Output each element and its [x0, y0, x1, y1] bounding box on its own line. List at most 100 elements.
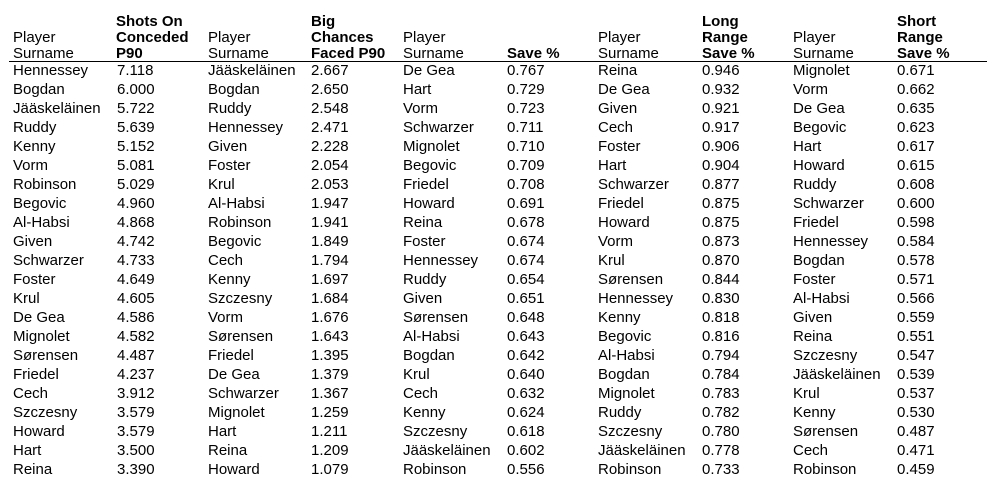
- player-surname: Schwarzer: [598, 176, 669, 193]
- stat-value: 4.733: [117, 252, 155, 269]
- stat-value: 3.912: [117, 385, 155, 402]
- table-row: Schwarzer 1.367: [208, 384, 403, 403]
- stat-value: 0.877: [702, 176, 740, 193]
- table-row: Sørensen 0.648: [403, 308, 598, 327]
- stat-value: 4.237: [117, 366, 155, 383]
- table-row: Hennessey 0.674: [403, 251, 598, 270]
- player-surname: Cech: [598, 119, 634, 136]
- table-row: Foster 2.054: [208, 156, 403, 175]
- table-row: Reina 0.551: [793, 327, 988, 346]
- player-surname: Robinson: [13, 176, 77, 193]
- player-surname: Kenny: [403, 404, 446, 421]
- stat-value: 2.228: [311, 138, 349, 155]
- column-group-short-range-save: Player Surname Short Range Save % Mignol…: [793, 0, 988, 488]
- table-row: Hennessey 0.830: [598, 289, 793, 308]
- stat-value: 4.868: [117, 214, 155, 231]
- stat-value: 2.650: [311, 81, 349, 98]
- table-row: Vorm 1.676: [208, 308, 403, 327]
- table-row: Cech 0.917: [598, 118, 793, 137]
- player-surname: Foster: [403, 233, 446, 250]
- table-row: Begovic 4.960: [13, 194, 208, 213]
- player-surname: Hart: [208, 423, 237, 440]
- player-surname: Krul: [208, 176, 235, 193]
- player-surname: Vorm: [598, 233, 634, 250]
- stat-value: 0.674: [507, 252, 545, 269]
- player-surname: Begovic: [598, 328, 652, 345]
- player-surname: De Gea: [793, 100, 845, 117]
- player-surname: Hennessey: [793, 233, 869, 250]
- table-row: Howard 0.875: [598, 213, 793, 232]
- player-surname: Bogdan: [208, 81, 260, 98]
- stat-value: 0.556: [507, 461, 545, 478]
- table-row: Friedel 0.598: [793, 213, 988, 232]
- stat-value: 0.729: [507, 81, 545, 98]
- table-row: Cech 3.912: [13, 384, 208, 403]
- player-surname: Howard: [598, 214, 650, 231]
- stat-value: 4.649: [117, 271, 155, 288]
- table-row: Schwarzer 4.733: [13, 251, 208, 270]
- table-row: Sørensen 4.487: [13, 346, 208, 365]
- player-surname-header: Player Surname: [793, 29, 854, 62]
- table-row: Hennessey 7.118: [13, 61, 208, 80]
- table-row: Kenny 0.624: [403, 403, 598, 422]
- table-row: Ruddy 0.608: [793, 175, 988, 194]
- player-surname: Reina: [598, 62, 638, 79]
- player-surname: Given: [403, 290, 443, 307]
- table-row: Given 4.742: [13, 232, 208, 251]
- table-row: Jääskeläinen 0.778: [598, 441, 793, 460]
- stat-value: 2.054: [311, 157, 349, 174]
- player-surname: Bogdan: [793, 252, 845, 269]
- table-row: Jääskeläinen 0.602: [403, 441, 598, 460]
- player-surname: Szczesny: [13, 404, 78, 421]
- table-row: Szczesny 3.579: [13, 403, 208, 422]
- stat-value: 0.708: [507, 176, 545, 193]
- player-surname: Schwarzer: [403, 119, 474, 136]
- player-surname: Szczesny: [598, 423, 663, 440]
- stat-value: 1.849: [311, 233, 349, 250]
- table-row: Hart 1.211: [208, 422, 403, 441]
- stat-header: Shots On Conceded P90: [116, 13, 189, 62]
- stat-value: 0.598: [897, 214, 935, 231]
- header-divider: [9, 61, 987, 62]
- player-surname: Vorm: [13, 157, 49, 174]
- player-surname: Mignolet: [13, 328, 70, 345]
- stat-value: 1.079: [311, 461, 349, 478]
- stat-value: 0.778: [702, 442, 740, 459]
- stat-value: 0.559: [897, 309, 935, 326]
- stat-value: 0.691: [507, 195, 545, 212]
- table-row: Robinson 1.941: [208, 213, 403, 232]
- table-row: Krul 0.640: [403, 365, 598, 384]
- stat-value: 3.579: [117, 423, 155, 440]
- player-surname: Hennessey: [13, 62, 89, 79]
- player-surname: Szczesny: [793, 347, 858, 364]
- stat-value: 0.830: [702, 290, 740, 307]
- stat-value: 1.367: [311, 385, 349, 402]
- player-surname: Reina: [793, 328, 833, 345]
- player-surname: Cech: [208, 252, 244, 269]
- stat-value: 3.390: [117, 461, 155, 478]
- player-surname: Hart: [793, 138, 822, 155]
- column-header: Player Surname Short Range Save %: [793, 0, 988, 62]
- player-surname-header: Player Surname: [403, 29, 464, 62]
- stat-value: 2.471: [311, 119, 349, 136]
- player-surname: De Gea: [13, 309, 65, 326]
- column-header: Player Surname Shots On Conceded P90: [13, 0, 208, 62]
- player-surname: Cech: [403, 385, 439, 402]
- stat-value: 0.608: [897, 176, 935, 193]
- player-surname: Sørensen: [793, 423, 859, 440]
- table-row: Cech 1.794: [208, 251, 403, 270]
- stat-value: 4.487: [117, 347, 155, 364]
- stat-value: 0.584: [897, 233, 935, 250]
- table-row: Al-Habsi 0.794: [598, 346, 793, 365]
- player-surname: Kenny: [13, 138, 56, 155]
- table-row: De Gea 1.379: [208, 365, 403, 384]
- table-row: Robinson 0.459: [793, 460, 988, 479]
- table-row: Szczesny 0.547: [793, 346, 988, 365]
- stat-value: 0.678: [507, 214, 545, 231]
- player-surname: Hart: [13, 442, 42, 459]
- player-surname: Begovic: [13, 195, 67, 212]
- table-row: Szczesny 0.780: [598, 422, 793, 441]
- stat-value: 3.500: [117, 442, 155, 459]
- player-surname: Begovic: [793, 119, 847, 136]
- player-surname: Krul: [13, 290, 40, 307]
